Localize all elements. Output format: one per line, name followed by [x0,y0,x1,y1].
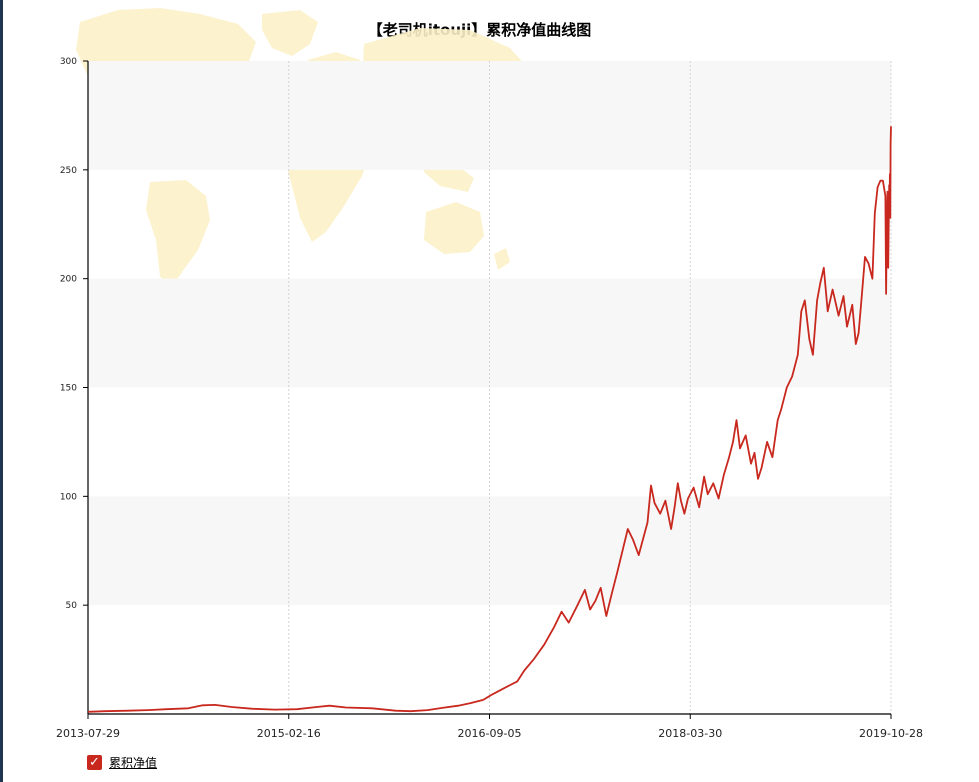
x-tick-label: 2016-09-05 [458,727,522,740]
y-tick-label: 300 [60,57,77,67]
x-tick-label: 2013-07-29 [56,727,120,740]
x-tick-label: 2019-10-28 [859,727,923,740]
legend-item-cumulative-nav[interactable]: ✓ 累积净值 [87,753,157,771]
y-tick-label: 250 [60,166,77,176]
x-tick-labels: 2013-07-29 2015-02-16 2016-09-05 2018-03-30… [56,727,923,740]
checkbox-checked-icon[interactable]: ✓ [87,754,102,770]
x-tick-label: 2018-03-30 [658,727,722,740]
map-australia [424,202,484,254]
map-south-america [146,180,210,290]
map-new-zealand [494,248,510,270]
y-tick-label: 200 [60,275,77,285]
map-greenland [262,10,318,56]
axes [83,60,892,719]
y-tick-label: 150 [60,384,77,394]
y-tick-label: 50 [66,601,78,611]
y-grid-band [88,61,891,170]
window-left-border [0,0,3,782]
y-grid-bands [88,61,891,606]
x-tick-label: 2015-02-16 [257,727,321,740]
y-tick-labels: 50 100 150 200 250 300 [60,57,77,611]
legend-label[interactable]: 累积净值 [109,755,158,770]
series-layer [87,126,892,713]
y-tick-label: 100 [60,492,77,502]
series-line-cumulative-nav [87,126,892,713]
